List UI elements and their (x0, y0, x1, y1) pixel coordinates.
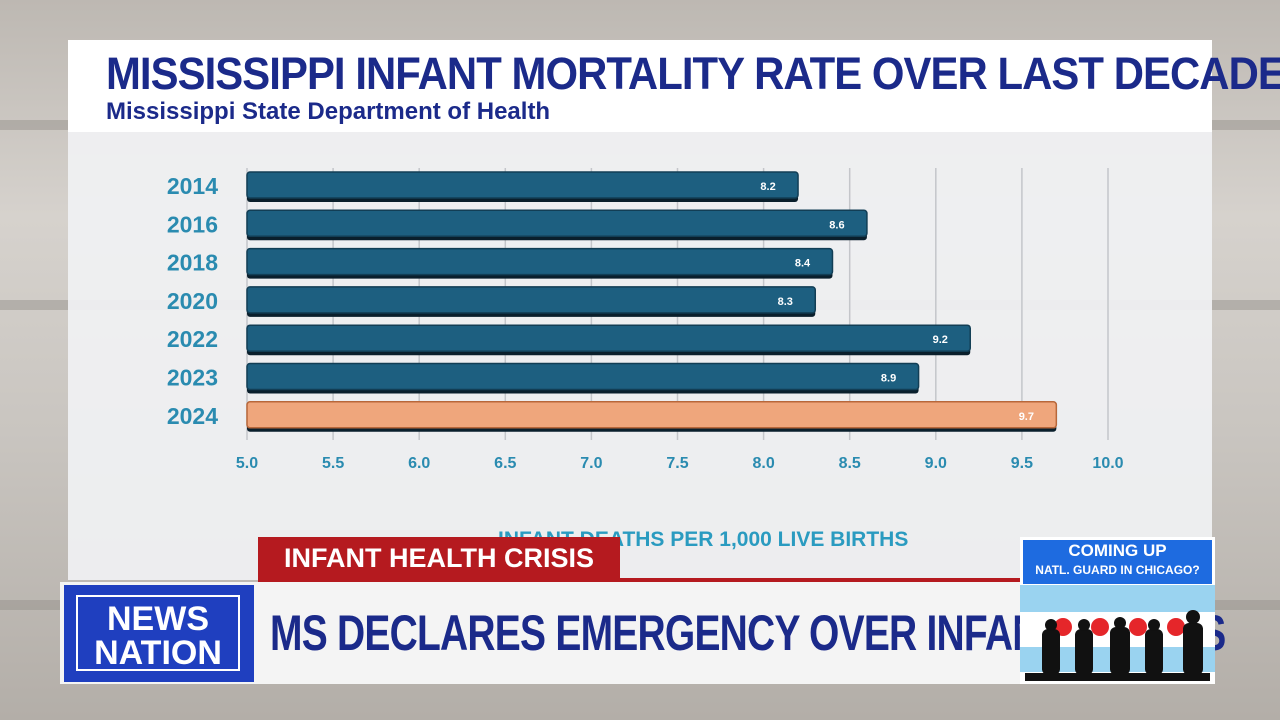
logo-line2: NATION (94, 634, 222, 672)
newsnation-logo: NEWS NATION (64, 585, 254, 682)
y-category-label: 2014 (167, 173, 218, 199)
x-tick-label: 9.5 (1011, 455, 1033, 472)
bar-chart: 5.0 5.5 6.0 6.5 7.0 7.5 8.0 8.5 9.0 9.5 10.0 2014 8.… (167, 168, 1124, 472)
bar-2024 (246, 401, 1058, 429)
coming-up-promo: COMING UP NATL. GUARD IN CHICAGO? (1020, 537, 1215, 684)
promo-line2: NATL. GUARD IN CHICAGO? (1035, 563, 1200, 577)
y-category-label: 2018 (167, 250, 218, 276)
chart-title: MISSISSIPPI INFANT MORTALITY RATE OVER L… (106, 48, 1280, 99)
x-tick-label: 7.5 (666, 455, 688, 472)
chart-panel: MISSISSIPPI INFANT MORTALITY RATE OVER L… (68, 40, 1280, 580)
bar-2022 (246, 324, 971, 352)
bar-2014 (246, 171, 799, 199)
topic-tag: INFANT HEALTH CRISIS (258, 537, 620, 580)
x-tick-label: 5.0 (236, 455, 258, 472)
x-tick-label: 8.0 (752, 455, 774, 472)
bar-2023 (246, 362, 920, 391)
logo-line1: NEWS (107, 600, 209, 638)
x-tick-label: 5.5 (322, 455, 344, 472)
y-category-label: 2024 (167, 403, 218, 429)
promo-line1: COMING UP (1068, 541, 1167, 560)
bar-value-label: 8.4 (795, 258, 811, 270)
bar-value-label: 8.9 (881, 373, 896, 385)
x-tick-label: 6.5 (494, 455, 516, 472)
x-tick-label: 9.0 (925, 455, 947, 472)
x-tick-label: 6.0 (408, 455, 430, 472)
divider (258, 578, 1020, 582)
bar-value-label: 8.2 (760, 181, 775, 193)
bar-value-label: 9.7 (1019, 411, 1034, 423)
y-category-label: 2023 (167, 365, 218, 391)
bar-2018 (246, 247, 834, 276)
x-tick-label: 8.5 (839, 455, 861, 472)
bar-2016 (246, 209, 868, 238)
silhouette-image (1025, 610, 1210, 681)
chart-subtitle: Mississippi State Department of Health (106, 98, 551, 125)
title-band: MISSISSIPPI INFANT MORTALITY RATE OVER L… (68, 40, 1280, 132)
x-tick-label: 7.0 (580, 455, 602, 472)
y-category-label: 2022 (167, 326, 218, 352)
bar-2020 (246, 286, 817, 314)
y-category-label: 2020 (167, 288, 218, 314)
y-category-label: 2016 (167, 211, 218, 237)
x-tick-label: 10.0 (1092, 455, 1123, 472)
bar-value-label: 8.6 (829, 219, 844, 231)
bar-value-label: 8.3 (778, 296, 793, 308)
bar-value-label: 9.2 (933, 334, 948, 346)
